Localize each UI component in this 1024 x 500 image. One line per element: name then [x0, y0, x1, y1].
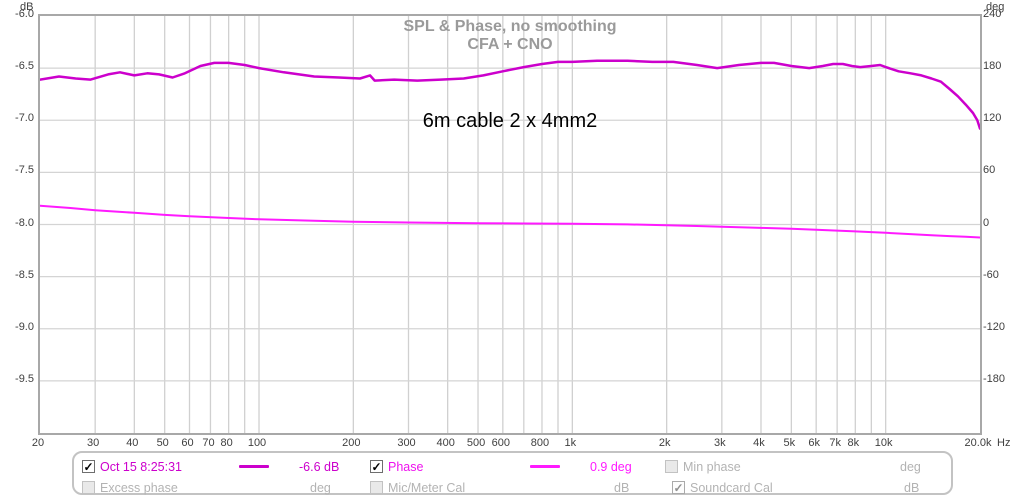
- right-axis-tick: 180: [983, 60, 1002, 73]
- left-axis-tick: -8.5: [15, 268, 34, 281]
- x-axis-tick: 80: [220, 437, 233, 449]
- x-axis-tick: 400: [436, 437, 455, 449]
- x-axis-tick: 200: [342, 437, 361, 449]
- x-axis-tick: 6k: [808, 437, 820, 449]
- phase-trace: [40, 204, 980, 239]
- x-axis-tick: 3k: [714, 437, 726, 449]
- min-phase-checkbox[interactable]: [665, 460, 678, 473]
- x-axis-tick: 300: [397, 437, 416, 449]
- x-axis-tick: 20: [31, 437, 45, 449]
- x-axis-tick: 30: [87, 437, 100, 449]
- phase-cursor-value: 0.9 deg: [590, 460, 632, 474]
- left-axis-tick: -7.0: [15, 112, 34, 125]
- x-axis-tick: 60: [181, 437, 194, 449]
- soundcard-cal-unit: dB: [904, 481, 920, 495]
- measurement-trace-swatch: [239, 465, 269, 468]
- x-axis-tick: 50: [156, 437, 169, 449]
- left-axis-tick: -6.0: [15, 8, 34, 20]
- mic-meter-cal-checkbox[interactable]: [370, 481, 383, 494]
- x-axis-tick: 40: [126, 437, 139, 449]
- excess-phase-unit: deg: [310, 481, 331, 495]
- left-axis-tick: -9.0: [15, 320, 34, 333]
- x-axis-tick: 1k: [564, 437, 577, 449]
- phase-label: Phase: [388, 460, 424, 474]
- x-axis-tick: 4k: [753, 437, 765, 449]
- x-axis-tick: 100: [247, 437, 267, 449]
- x-axis-tick: 8k: [847, 437, 860, 449]
- min-phase-label: Min phase: [683, 460, 741, 474]
- mic-meter-cal-unit: dB: [614, 481, 630, 495]
- chart-canvas: [40, 16, 980, 433]
- right-axis-tick: -180: [983, 372, 1006, 385]
- x-axis-tick: 800: [530, 437, 550, 449]
- left-axis-tick: -9.5: [15, 372, 34, 385]
- x-axis-tick: 2k: [658, 437, 671, 449]
- x-axis-tick: 20.0k: [964, 437, 992, 449]
- left-axis-unit-label: dB: [20, 1, 34, 13]
- x-axis-tick: 70: [202, 437, 215, 449]
- left-axis-tick: -7.5: [15, 164, 34, 177]
- right-axis-tick: 0: [983, 216, 990, 229]
- plot-area[interactable]: SPL & Phase, no smoothing CFA + CNO 6m c…: [38, 14, 982, 435]
- spl-trace: [40, 59, 980, 130]
- min-phase-unit: deg: [900, 460, 921, 474]
- left-axis-tick: -6.5: [15, 60, 34, 73]
- right-axis-tick: -120: [983, 320, 1006, 333]
- right-axis-tick: -60: [983, 268, 999, 281]
- x-axis-tick: 500: [466, 437, 486, 449]
- x-axis-tick: 5k: [783, 437, 796, 449]
- phase-trace-swatch: [530, 465, 560, 468]
- right-axis-unit-label: deg: [986, 1, 1005, 13]
- x-axis-unit-label: Hz: [997, 437, 1011, 449]
- soundcard-cal-label: Soundcard Cal: [690, 481, 773, 495]
- right-axis-tick: 240: [983, 8, 1002, 20]
- measurement-cursor-value: -6.6 dB: [299, 460, 340, 474]
- x-axis-tick: 600: [491, 437, 511, 449]
- phase-visible-checkbox[interactable]: ✓: [370, 460, 383, 474]
- measurement-name: Oct 15 8:25:31: [100, 460, 183, 474]
- legend-panel: ✓ Oct 15 8:25:31 -6.6 dB ✓ Phase 0.9 deg Min p…: [72, 451, 953, 495]
- right-axis-tick: 60: [983, 164, 996, 177]
- right-axis-tick: 120: [983, 112, 1002, 125]
- excess-phase-checkbox[interactable]: [82, 481, 95, 494]
- x-axis-tick: 7k: [829, 437, 841, 449]
- left-axis-tick: -8.0: [15, 216, 34, 229]
- x-axis-tick: 10k: [874, 437, 893, 449]
- measurement-visible-checkbox[interactable]: ✓: [82, 460, 95, 474]
- mic-meter-cal-label: Mic/Meter Cal: [388, 481, 466, 495]
- soundcard-cal-checkbox[interactable]: ✓: [672, 481, 685, 495]
- excess-phase-label: Excess phase: [100, 481, 178, 495]
